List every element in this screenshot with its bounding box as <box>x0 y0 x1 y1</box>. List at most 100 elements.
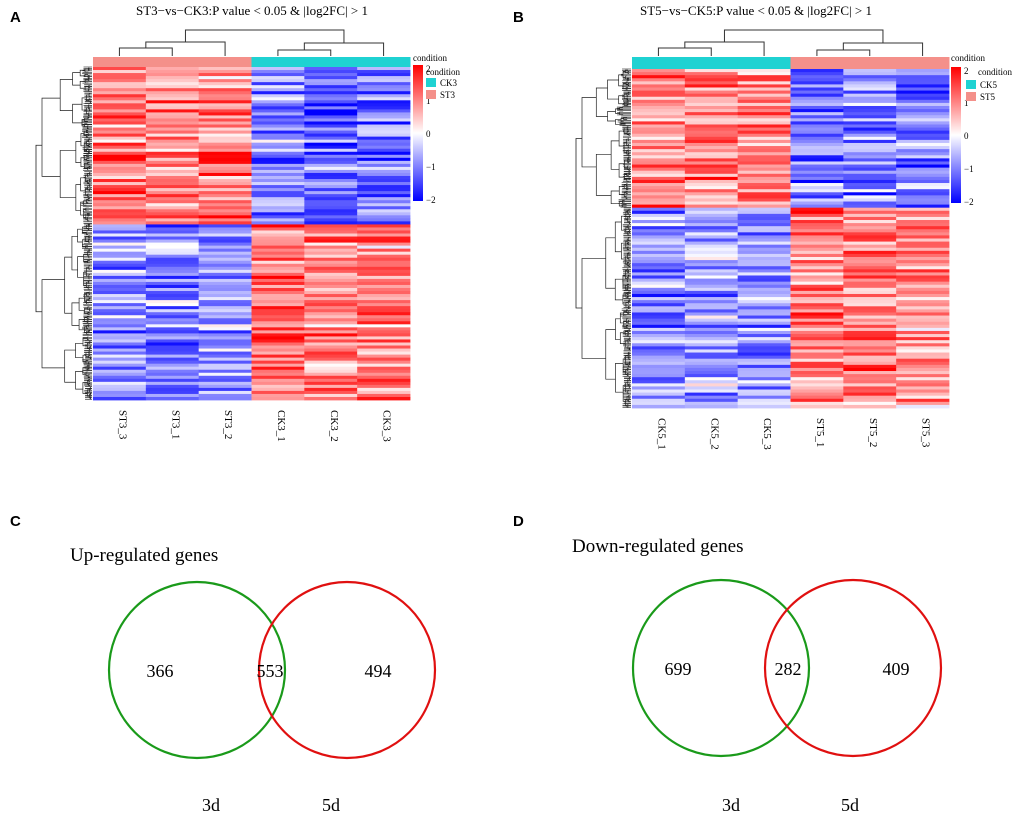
heatmap-cell <box>790 263 844 267</box>
heatmap-cell <box>251 291 305 295</box>
heatmap-cell <box>632 287 686 292</box>
heatmap-cell <box>357 291 411 295</box>
heatmap-cell <box>843 395 897 400</box>
heatmap-cell <box>93 342 147 346</box>
heatmap-cell <box>357 251 411 256</box>
heatmap-cell <box>145 321 200 325</box>
heatmap-cell <box>198 130 252 134</box>
heatmap-cell <box>843 327 897 332</box>
heatmap-cell <box>632 374 686 378</box>
heatmap-cell <box>843 133 897 138</box>
heatmap-cell <box>684 167 739 172</box>
heatmap-cell <box>251 103 305 107</box>
heatmap-cell <box>737 183 791 187</box>
heatmap-cell <box>737 392 791 397</box>
heatmap-cell <box>790 377 844 381</box>
venn-d-circle-5d <box>763 578 943 758</box>
heatmap-cell <box>790 210 844 215</box>
heatmap-cell <box>632 272 686 276</box>
heatmap-cell <box>737 364 791 369</box>
condition-annotation-bar-a <box>93 57 411 67</box>
heatmap-cell <box>843 220 897 224</box>
heatmap-cell <box>737 297 791 301</box>
heatmap-cell <box>632 124 686 128</box>
heatmap-cell <box>145 297 200 301</box>
heatmap-cell <box>684 303 739 307</box>
heatmap-cell <box>357 200 411 204</box>
heatmap-cell <box>357 88 411 92</box>
heatmap-cell <box>93 312 147 316</box>
heatmap-cell <box>684 263 739 267</box>
heatmap-cell <box>790 183 844 187</box>
heatmap-cell <box>684 198 739 202</box>
heatmap-cell <box>737 324 791 329</box>
heatmap-cell <box>684 401 739 406</box>
heatmap-cell <box>843 189 897 193</box>
heatmap-cell <box>251 124 305 128</box>
heatmap-cell <box>737 269 791 273</box>
dendrogram-branch <box>72 72 81 86</box>
heatmap-cell <box>304 387 358 392</box>
heatmap-cell <box>843 321 897 326</box>
heatmap-cell <box>843 334 897 338</box>
dendrogram-branch <box>581 258 606 359</box>
heatmap-cell <box>684 367 739 372</box>
heatmap-cell <box>93 309 147 313</box>
heatmap-cell <box>684 404 739 409</box>
heatmap-cell <box>93 321 147 325</box>
heatmap-cell <box>304 269 358 274</box>
heatmap-cell <box>145 327 200 331</box>
heatmap-cell <box>632 297 686 301</box>
heatmap-cell <box>790 170 844 175</box>
heatmap-cell <box>790 78 844 82</box>
heatmap-cell <box>198 148 252 153</box>
heatmap-cell <box>737 201 791 205</box>
heatmap-cell <box>251 157 305 162</box>
heatmap-cell <box>843 253 897 258</box>
heatmap-cell <box>684 164 739 169</box>
legend-swatch-ck3 <box>426 78 436 87</box>
heatmap-cell <box>357 221 411 225</box>
heatmap-cell <box>684 340 739 344</box>
heatmap-cell <box>357 327 411 331</box>
heatmap-cell <box>843 374 897 378</box>
dendrogram-branch <box>80 177 86 192</box>
heatmap-cell <box>357 387 411 392</box>
heatmap-cell <box>357 179 411 183</box>
heatmap-cell <box>632 201 686 205</box>
heatmap-cell <box>304 345 358 349</box>
heatmap-cell <box>790 195 844 199</box>
heatmap-cell <box>632 121 686 125</box>
heatmap-cell <box>843 158 897 162</box>
heatmap-cell <box>737 315 791 320</box>
heatmap-cell <box>632 164 686 169</box>
heatmap-cell <box>737 281 791 286</box>
heatmap-cell <box>790 383 844 387</box>
heatmap-cell <box>304 212 358 216</box>
heatmap-cell <box>737 142 791 147</box>
heatmap-cell <box>304 363 358 368</box>
heatmap-cell <box>684 235 739 239</box>
heatmap-cell <box>896 127 950 132</box>
heatmap-cell <box>145 145 200 150</box>
heatmap-cell <box>632 315 686 320</box>
heatmap-cell <box>145 85 200 89</box>
heatmap-cell <box>145 336 200 340</box>
heatmap-cell <box>737 327 791 332</box>
heatmap-cell <box>251 197 305 201</box>
condition-annot-title-a: condition <box>413 53 447 63</box>
heatmap-cell <box>632 260 686 264</box>
heatmap-cell <box>896 330 950 335</box>
heatmap-cell <box>145 154 200 159</box>
dendrogram-branch <box>607 111 616 122</box>
heatmap-cell <box>790 346 844 350</box>
heatmap-cell <box>93 130 147 134</box>
heatmap-cell <box>790 297 844 301</box>
heatmap-cell <box>304 369 358 374</box>
heatmap-cell <box>684 213 739 218</box>
heatmap-cell <box>684 346 739 350</box>
heatmap-cell <box>896 99 950 104</box>
heatmap-cell <box>198 112 252 116</box>
heatmap-cell <box>251 76 305 80</box>
heatmap-cell <box>896 84 950 88</box>
